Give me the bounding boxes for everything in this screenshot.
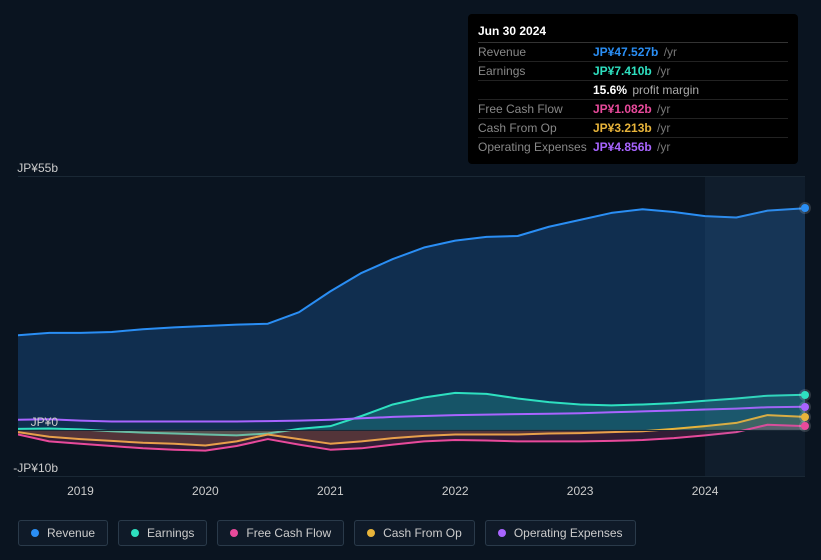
series-end-dot xyxy=(801,413,809,421)
tooltip-row-unit: /yr xyxy=(654,102,671,116)
tooltip-row-unit: /yr xyxy=(654,64,671,78)
legend-item[interactable]: Revenue xyxy=(18,520,108,546)
tooltip-date: Jun 30 2024 xyxy=(478,20,788,43)
legend-item[interactable]: Earnings xyxy=(118,520,207,546)
x-axis-label: 2022 xyxy=(442,484,469,498)
tooltip-row-unit: /yr xyxy=(654,121,671,135)
x-axis-label: 2019 xyxy=(67,484,94,498)
forecast-highlight-band xyxy=(705,176,805,476)
gridline xyxy=(18,430,805,431)
tooltip-row-value: JP¥1.082b xyxy=(593,102,652,116)
series-end-dot xyxy=(801,204,809,212)
tooltip-row-value: JP¥47.527b xyxy=(593,45,658,59)
legend-label: Free Cash Flow xyxy=(246,526,331,540)
tooltip-row-value: JP¥3.213b xyxy=(593,121,652,135)
y-axis-label: JP¥55b xyxy=(17,161,58,175)
y-axis-label: -JP¥10b xyxy=(13,461,58,475)
gridline xyxy=(18,176,805,177)
tooltip-profit-margin-pct: 15.6% xyxy=(593,83,627,97)
x-axis-label: 2021 xyxy=(317,484,344,498)
tooltip-row: EarningsJP¥7.410b /yr xyxy=(478,62,788,81)
tooltip-row: Free Cash FlowJP¥1.082b /yr xyxy=(478,100,788,119)
series-area xyxy=(18,208,805,430)
chart-svg xyxy=(18,176,805,476)
tooltip-row-label: Revenue xyxy=(478,45,593,59)
x-axis-label: 2023 xyxy=(567,484,594,498)
legend-item[interactable]: Cash From Op xyxy=(354,520,475,546)
x-axis-label: 2024 xyxy=(692,484,719,498)
series-end-dot xyxy=(801,422,809,430)
data-tooltip: Jun 30 2024 RevenueJP¥47.527b /yrEarning… xyxy=(468,14,798,164)
series-end-dot xyxy=(801,391,809,399)
tooltip-row-label: Operating Expenses xyxy=(478,140,593,154)
legend-dot-icon xyxy=(498,529,506,537)
tooltip-row-label: Free Cash Flow xyxy=(478,102,593,116)
legend-dot-icon xyxy=(230,529,238,537)
legend-item[interactable]: Operating Expenses xyxy=(485,520,636,546)
legend-label: Revenue xyxy=(47,526,95,540)
tooltip-row-unit: /yr xyxy=(660,45,677,59)
legend-label: Earnings xyxy=(147,526,194,540)
legend: Revenue Earnings Free Cash Flow Cash From O… xyxy=(18,520,636,546)
tooltip-row-value: JP¥4.856b xyxy=(593,140,652,154)
tooltip-row: 15.6% profit margin xyxy=(478,81,788,100)
legend-dot-icon xyxy=(131,529,139,537)
legend-label: Operating Expenses xyxy=(514,526,623,540)
x-axis-label: 2020 xyxy=(192,484,219,498)
legend-dot-icon xyxy=(31,529,39,537)
tooltip-profit-margin-label: profit margin xyxy=(629,83,699,97)
tooltip-row: Operating ExpensesJP¥4.856b /yr xyxy=(478,138,788,156)
tooltip-row: Cash From OpJP¥3.213b /yr xyxy=(478,119,788,138)
tooltip-row-unit: /yr xyxy=(654,140,671,154)
y-axis-label: JP¥0 xyxy=(31,415,58,429)
legend-dot-icon xyxy=(367,529,375,537)
tooltip-row-value: JP¥7.410b xyxy=(593,64,652,78)
legend-item[interactable]: Free Cash Flow xyxy=(217,520,344,546)
tooltip-row-label: Cash From Op xyxy=(478,121,593,135)
tooltip-row: RevenueJP¥47.527b /yr xyxy=(478,43,788,62)
legend-label: Cash From Op xyxy=(383,526,462,540)
gridline xyxy=(18,476,805,477)
chart-plot-area[interactable] xyxy=(18,176,805,476)
series-end-dot xyxy=(801,403,809,411)
tooltip-row-label: Earnings xyxy=(478,64,593,78)
